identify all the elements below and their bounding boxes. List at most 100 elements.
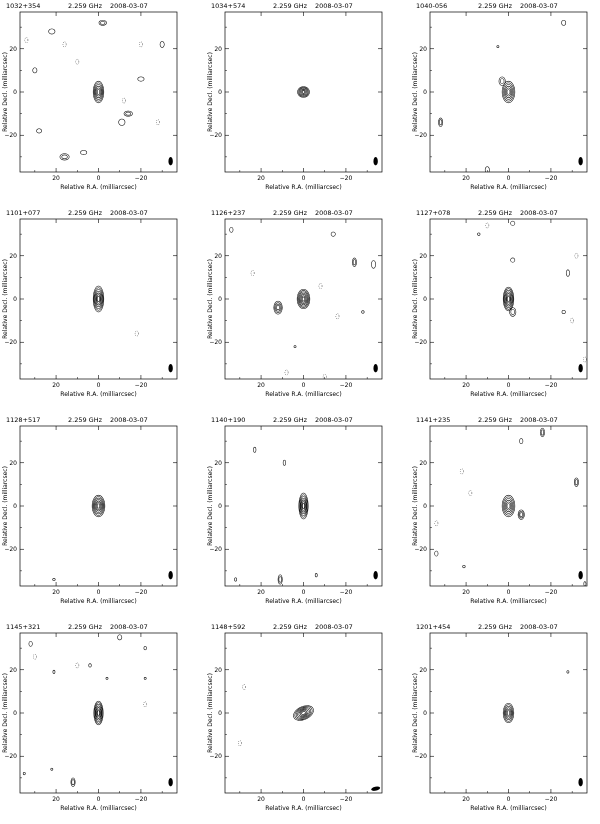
y-tick-label: 0	[218, 296, 222, 303]
contour-line	[299, 292, 308, 306]
x-tick-label: −20	[340, 382, 353, 389]
contour-line	[301, 296, 306, 302]
panel-source-label: 1126+237	[211, 209, 245, 217]
panel-frequency-label: 2.259 GHz	[478, 416, 513, 424]
plot-frame	[19, 425, 178, 587]
panel-date-label: 2008-03-07	[315, 623, 353, 631]
x-tick-label: 0	[97, 589, 101, 596]
x-tick-label: 20	[257, 796, 265, 803]
contour-line	[477, 232, 481, 236]
x-axis-label: Relative R.A. (milliarcsec)	[470, 391, 546, 398]
contour-line	[96, 87, 101, 97]
contour-layer	[24, 19, 173, 166]
plot-frame	[19, 11, 178, 173]
contour-line	[278, 576, 282, 583]
y-tick-label: 20	[214, 46, 222, 53]
contour-line	[293, 705, 314, 721]
x-tick-label: 20	[52, 382, 60, 389]
contour-line	[300, 88, 307, 96]
contour-line	[52, 578, 56, 581]
contour-line	[50, 767, 54, 771]
contour-line	[294, 706, 313, 720]
negative-contour	[574, 252, 579, 259]
contour-line	[352, 259, 356, 266]
y-tick-label: −20	[4, 753, 17, 760]
restoring-beam	[373, 156, 378, 166]
contour-line	[95, 292, 102, 306]
restoring-beam	[578, 156, 583, 166]
x-axis-label: Relative R.A. (milliarcsec)	[60, 805, 136, 812]
panel-frequency-label: 2.259 GHz	[68, 416, 103, 424]
x-tick-label: 0	[302, 796, 306, 803]
plot-frame	[224, 11, 383, 173]
contour-line	[502, 286, 515, 312]
panel-date-label: 2008-03-07	[520, 2, 558, 10]
contour-line	[70, 777, 76, 787]
plot-frame	[224, 218, 383, 380]
contour-line	[123, 110, 133, 117]
plot-frame	[224, 632, 383, 794]
y-tick-label: 0	[13, 503, 17, 510]
contour-line	[503, 704, 514, 722]
contour-line	[295, 707, 312, 719]
contour-line	[301, 499, 306, 513]
contour-line	[502, 82, 515, 102]
contour-line	[501, 494, 516, 518]
panel-source-label: 1140+190	[211, 416, 245, 424]
x-axis-label: Relative R.A. (milliarcsec)	[265, 391, 341, 398]
contour-line	[95, 290, 102, 308]
contour-line	[505, 707, 512, 719]
contour-line	[502, 496, 515, 516]
y-tick-label: 20	[9, 46, 17, 53]
negative-contour	[75, 662, 80, 669]
contour-line	[253, 446, 257, 453]
y-tick-label: 0	[218, 89, 222, 96]
negative-contour	[156, 119, 160, 126]
contour-line	[434, 550, 439, 557]
panel-source-label: 1145+321	[6, 623, 40, 631]
panel-source-label: 1201+454	[416, 623, 450, 631]
contour-line	[507, 710, 510, 716]
contour-line	[300, 294, 307, 304]
contour-line	[299, 710, 308, 716]
contour-line	[297, 290, 310, 308]
contour-line	[117, 634, 123, 641]
contour-line	[301, 90, 306, 94]
contour-line	[583, 581, 587, 586]
contour-line	[299, 496, 308, 516]
restoring-beam	[168, 156, 173, 166]
contour-line	[94, 702, 103, 724]
panel-frequency-label: 2.259 GHz	[68, 209, 103, 217]
contour-line	[496, 45, 500, 48]
x-axis-label: Relative R.A. (milliarcsec)	[60, 598, 136, 605]
panel-frequency-label: 2.259 GHz	[478, 209, 513, 217]
contour-line	[330, 231, 336, 237]
contour-line	[276, 305, 280, 311]
contour-line	[93, 700, 104, 726]
negative-contour	[62, 41, 67, 48]
plot-frame	[429, 425, 588, 587]
contour-line	[92, 496, 105, 516]
y-tick-label: 0	[423, 89, 427, 96]
contour-line	[371, 260, 376, 269]
x-tick-label: −20	[545, 175, 558, 182]
negative-contour	[318, 283, 323, 289]
negative-contour	[322, 373, 327, 379]
x-axis-label: Relative R.A. (milliarcsec)	[470, 184, 546, 191]
contour-line	[22, 771, 26, 776]
panel-date-label: 2008-03-07	[315, 209, 353, 217]
panel-date-label: 2008-03-07	[110, 2, 148, 10]
contour-line	[566, 670, 570, 674]
y-tick-label: −20	[4, 132, 17, 139]
y-tick-label: 20	[9, 667, 17, 674]
contour-line	[300, 89, 307, 95]
negative-contour	[24, 37, 29, 43]
contour-line	[302, 503, 305, 509]
contour-line	[439, 119, 443, 126]
contour-line	[518, 510, 524, 519]
